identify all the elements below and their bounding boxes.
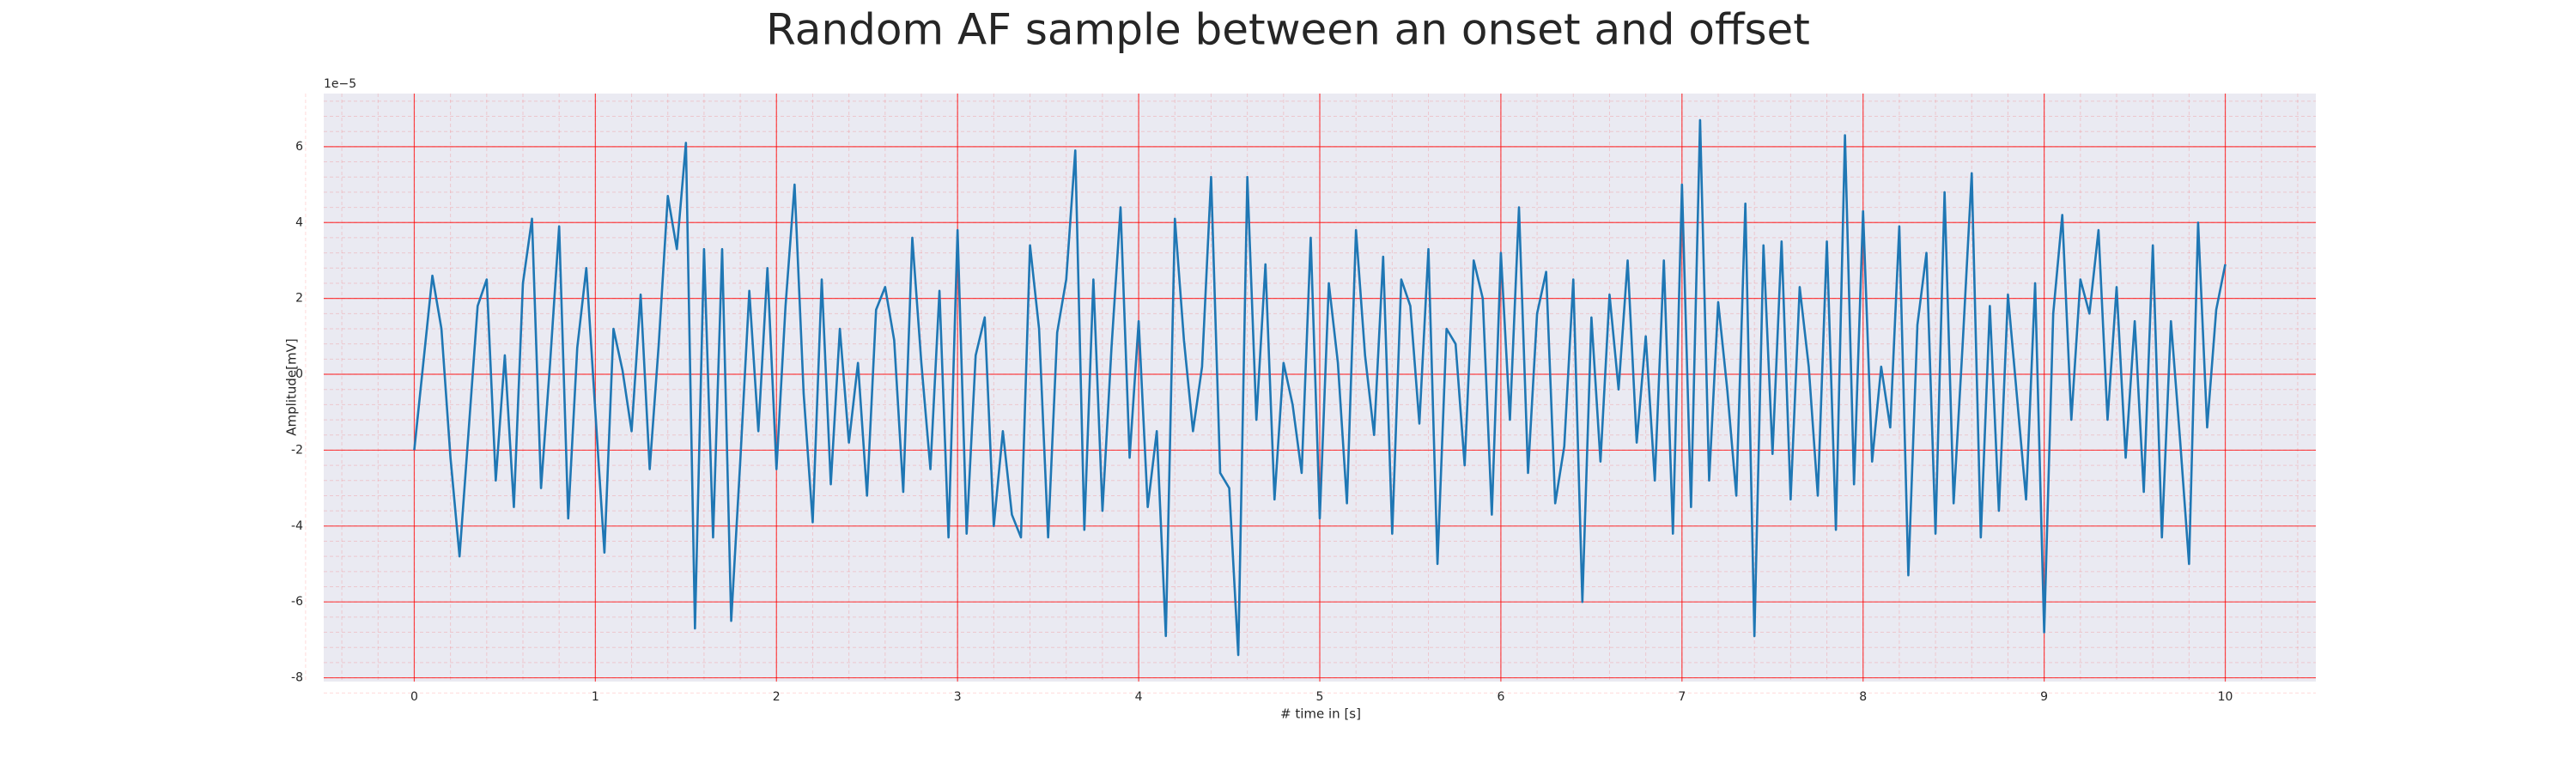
x-tick-label: 8	[1859, 690, 1867, 704]
x-tick-label: 10	[2218, 690, 2233, 704]
y-tick-label: -2	[291, 443, 303, 457]
y-axis-label: Amplitude[mV]	[284, 338, 300, 435]
x-tick-label: 7	[1678, 690, 1686, 704]
x-tick-label: 3	[954, 690, 962, 704]
y-tick-label: 6	[295, 140, 303, 154]
y-tick-label: -6	[291, 595, 303, 609]
x-tick-label: 5	[1316, 690, 1324, 704]
chart-title: Random AF sample between an onset and of…	[766, 5, 1810, 55]
signal-line	[413, 118, 2227, 657]
x-tick-label: 9	[2040, 690, 2048, 704]
y-offset-label: 1e−5	[324, 77, 356, 91]
x-tick-label: 2	[773, 690, 781, 704]
y-tick-label: 0	[295, 367, 303, 381]
x-axis-label: # time in [s]	[1280, 706, 1361, 722]
x-tick-label: 1	[592, 690, 599, 704]
x-tick-label: 6	[1497, 690, 1504, 704]
y-tick-label: -8	[291, 671, 303, 685]
y-tick-label: 2	[295, 292, 303, 306]
x-tick-label: 4	[1135, 690, 1143, 704]
y-tick-label: -4	[291, 519, 303, 533]
x-tick-label: 0	[410, 690, 418, 704]
y-tick-label: 4	[295, 215, 303, 229]
